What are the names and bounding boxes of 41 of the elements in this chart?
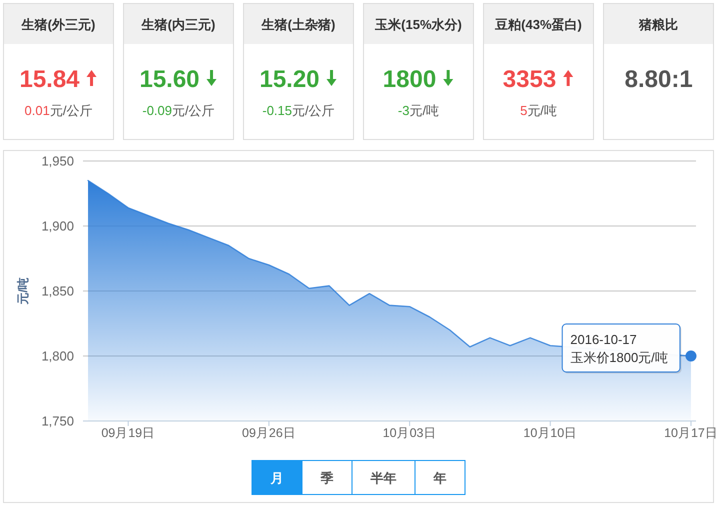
- category-label: 季: [320, 470, 334, 486]
- text: 15.60: [139, 66, 200, 93]
- x-tick-label: 09月26日: [242, 426, 296, 440]
- x-tick-label: 10月10日: [523, 426, 578, 440]
- range-button[interactable]: 年: [414, 460, 466, 495]
- x-tick-label: 09月19日: [101, 426, 156, 440]
- text: 8.80:1: [624, 66, 693, 93]
- x-tick-label: 10月03日: [382, 426, 437, 440]
- text: 玉米(15%水分): [374, 17, 462, 32]
- text: 猪粮比: [638, 17, 678, 32]
- y-tick-label: 1,850: [41, 284, 74, 298]
- text: 元/吨: [527, 103, 557, 118]
- text: 元/公斤: [50, 103, 92, 118]
- category-label: 月: [270, 470, 284, 486]
- data-label: 5: [520, 103, 528, 118]
- text: 元/公斤: [292, 103, 335, 118]
- text: 15.84: [19, 66, 80, 93]
- y-tick-label: 1,750: [41, 414, 74, 428]
- data-label: -0.09: [142, 103, 172, 118]
- y-axis-title: 元/吨: [16, 277, 30, 306]
- text: 15.20: [259, 66, 320, 93]
- annotation: 2016-10-17 玉米价1800元/吨: [570, 332, 668, 365]
- data-label: -0.15: [262, 103, 292, 118]
- y-tick-label: 1,800: [41, 348, 74, 364]
- text: 生猪(内三元): [140, 17, 216, 32]
- text: 元/吨: [409, 103, 440, 118]
- text: 3353: [502, 66, 556, 93]
- range-button[interactable]: 半年: [352, 460, 416, 495]
- y-tick-label: 1,900: [41, 218, 74, 234]
- data-label: 0.01: [24, 103, 50, 118]
- x-tick-label: 10月17日: [664, 426, 718, 440]
- text: 豆粕(43%蛋白): [494, 17, 582, 32]
- text: 生猪(外三元): [20, 17, 96, 32]
- y-tick-label: 1,950: [41, 154, 74, 168]
- text: 生猪(土杂猪): [260, 17, 336, 32]
- category-label: 年: [432, 470, 446, 486]
- category-label: 半年: [370, 470, 396, 486]
- text: 1800: [382, 66, 436, 93]
- data-label: -3: [398, 103, 410, 118]
- range-button[interactable]: 季: [302, 460, 352, 495]
- text: 元/公斤: [172, 103, 215, 118]
